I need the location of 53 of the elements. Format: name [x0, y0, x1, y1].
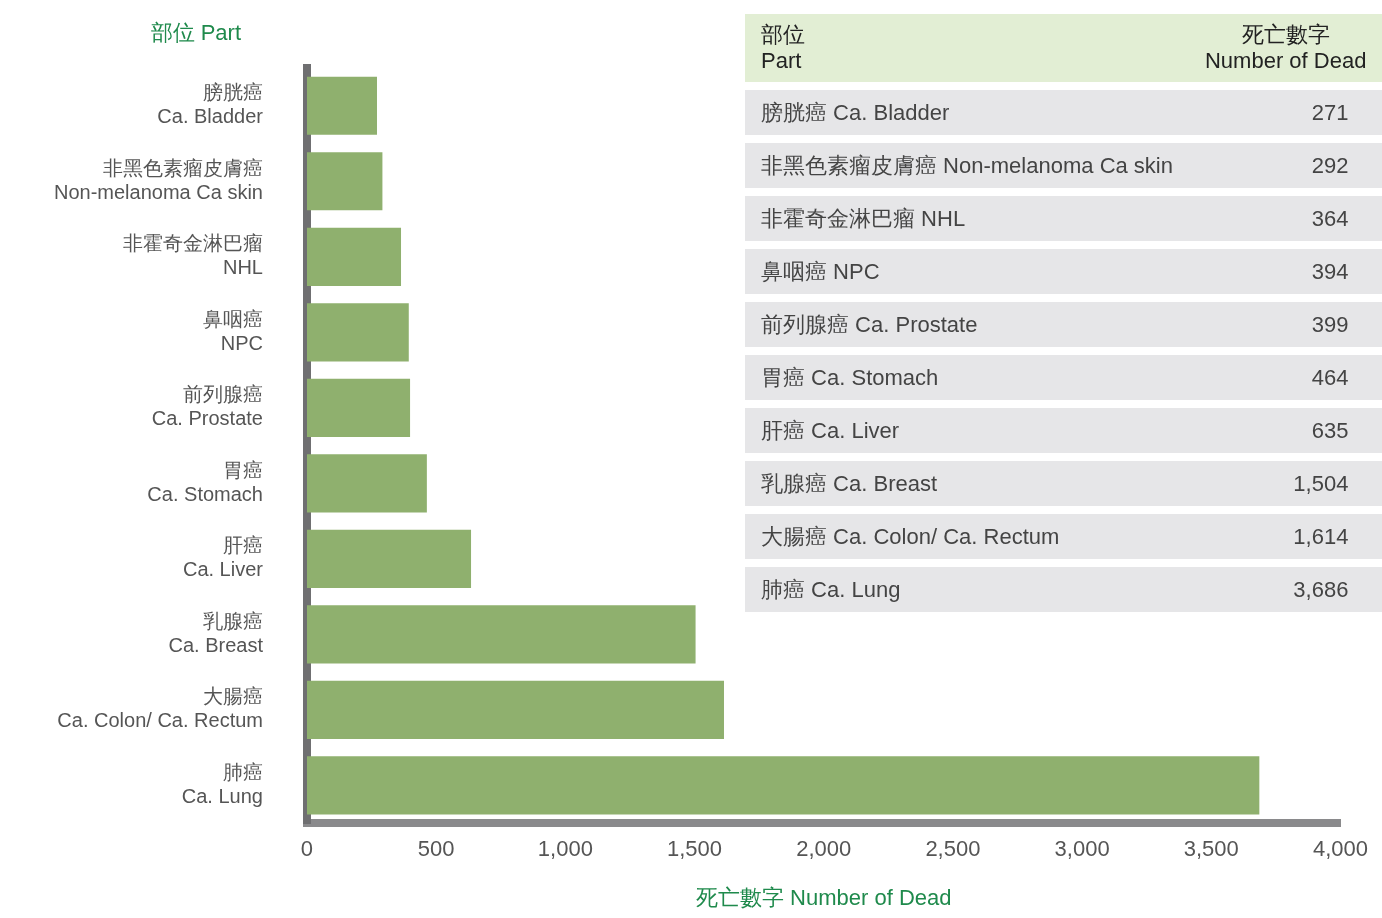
category-label: 胃癌 Ca. Stomach	[745, 355, 1189, 400]
y-tick-label: 乳腺癌 Ca. Breast	[168, 609, 264, 656]
category-label: 非霍奇金淋巴瘤 NHL	[745, 196, 1189, 241]
x-tick-label: 1,000	[537, 836, 593, 862]
y-tick-label: 鼻咽癌 NPC	[202, 307, 263, 354]
x-tick-label: 3,000	[1054, 836, 1110, 862]
category-label: 非黑色素瘤皮膚癌 Non-melanoma Ca skin	[745, 143, 1189, 188]
data-label: 464	[1188, 355, 1382, 400]
data-label: 1,504	[1188, 461, 1382, 506]
data-label: 1,614	[1188, 514, 1382, 559]
y-axis-title: 部位 Part	[150, 20, 241, 45]
x-tick-label: 0	[300, 836, 314, 862]
bar	[306, 76, 377, 135]
annotation: 死亡數字 Number of Dead	[1204, 22, 1367, 74]
x-tick-label: 500	[417, 836, 455, 862]
category-label: 膀胱癌 Ca. Bladder	[745, 90, 1189, 135]
data-label: 394	[1188, 249, 1382, 294]
y-tick-label: 大腸癌 Ca. Colon/ Ca. Rectum	[57, 685, 263, 732]
data-label: 271	[1188, 90, 1382, 135]
data-label: 292	[1188, 143, 1382, 188]
bar	[306, 303, 409, 362]
category-label: 肝癌 Ca. Liver	[745, 408, 1189, 453]
category-label: 肺癌 Ca. Lung	[745, 567, 1189, 612]
y-tick-label: 肺癌 Ca. Lung	[181, 760, 263, 807]
bar	[306, 152, 383, 211]
x-axis-title: 死亡數字 Number of Dead	[695, 884, 952, 910]
x-tick-label: 2,000	[796, 836, 852, 862]
bar	[306, 680, 724, 739]
y-tick-label: 胃癌 Ca. Stomach	[147, 458, 263, 505]
bar	[306, 756, 1260, 815]
bar	[306, 605, 696, 664]
annotation: 部位 Part	[745, 14, 1189, 82]
y-tick-label: 膀胱癌 Ca. Bladder	[157, 81, 264, 128]
category-label: 乳腺癌 Ca. Breast	[745, 461, 1189, 506]
data-label: 3,686	[1188, 567, 1382, 612]
y-tick-label: 非黑色素瘤皮膚癌 Non-melanoma Ca skin	[53, 156, 263, 203]
x-tick-label: 3,500	[1183, 836, 1239, 862]
x-tick-label: 1,500	[667, 836, 723, 862]
y-tick-label: 非霍奇金淋巴瘤 NHL	[122, 232, 263, 279]
category-label: 鼻咽癌 NPC	[745, 249, 1189, 294]
bar	[306, 227, 402, 286]
data-label: 399	[1188, 302, 1382, 347]
bar	[306, 378, 411, 437]
bar	[306, 529, 472, 588]
data-label: 364	[1188, 196, 1382, 241]
bar	[306, 454, 427, 513]
x-tick-label: 2,500	[925, 836, 981, 862]
data-label: 635	[1188, 408, 1382, 453]
category-label: 前列腺癌 Ca. Prostate	[745, 302, 1189, 347]
category-label: 大腸癌 Ca. Colon/ Ca. Rectum	[745, 514, 1189, 559]
y-tick-label: 前列腺癌 Ca. Prostate	[151, 383, 263, 430]
x-tick-label: 4,000	[1312, 836, 1368, 862]
y-tick-label: 肝癌 Ca. Liver	[182, 534, 264, 581]
